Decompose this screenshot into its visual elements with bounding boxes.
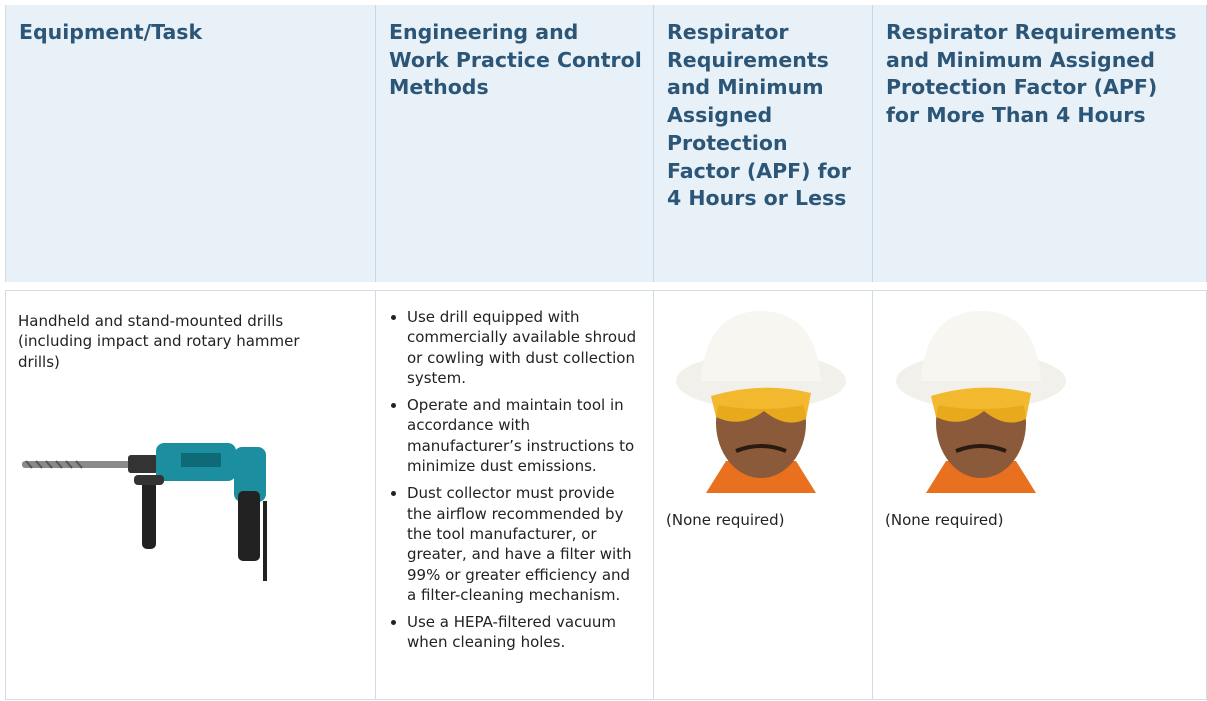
body-cell: (None required) (873, 290, 1207, 700)
requirement-text: (None required) (885, 511, 1004, 529)
header-cell: Respirator Requirements and Minimum Assi… (873, 5, 1207, 282)
header-cell: Engineering and Work Practice Control Me… (376, 5, 654, 282)
worker-image (896, 311, 1066, 493)
control-item: Use a HEPA-filtered vacuum when cleaning… (407, 612, 639, 653)
body-cell: Handheld and stand-mounted drills (inclu… (5, 290, 376, 700)
requirement-text: (None required) (666, 511, 785, 529)
header-cell: Equipment/Task (5, 5, 376, 282)
control-item: Operate and maintain tool in accordance … (407, 395, 639, 476)
control-list: Use drill equipped with commercially ava… (376, 307, 653, 653)
control-item: Use drill equipped with commercially ava… (407, 307, 639, 388)
equipment-text: Handheld and stand-mounted drills (inclu… (18, 312, 300, 371)
drill-image (22, 443, 267, 581)
control-item: Dust collector must provide the airflow … (407, 483, 639, 605)
body-cell: (None required) (654, 290, 873, 700)
worker-image (676, 311, 846, 493)
body-cell: Use drill equipped with commercially ava… (376, 290, 654, 700)
header-cell: Respirator Requirements and Minimum Assi… (654, 5, 873, 282)
